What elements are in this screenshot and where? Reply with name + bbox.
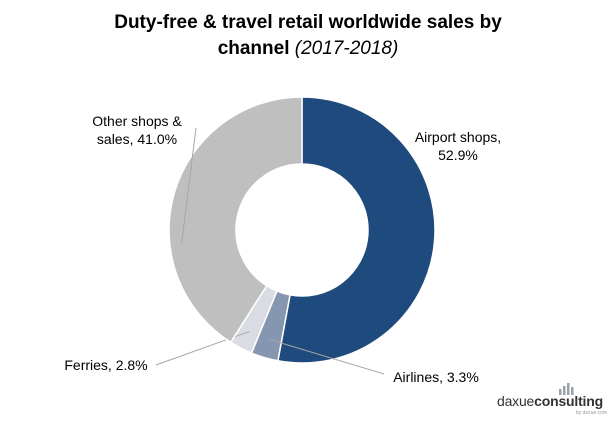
slice-label-line-1: Airport shops, [415, 129, 501, 145]
slice-label-line-1: Airlines, 3.3% [393, 369, 479, 385]
leader-line-ferries [155, 330, 250, 366]
donut-slice-airport-shops [277, 96, 436, 364]
slice-label-line-2: sales, 41.0% [97, 131, 177, 147]
logo-bars-icon [559, 383, 574, 395]
slice-label-airlines: Airlines, 3.3% [393, 369, 479, 385]
donut-slice-other-shops-sales [168, 96, 303, 344]
leader-line-airlines [269, 339, 385, 375]
logo-tagline: by daxue.com [575, 410, 607, 416]
chart-title-word: channel [217, 38, 290, 59]
slice-label-ferries: Ferries, 2.8% [64, 357, 147, 373]
logo-wordmark: daxueconsulting [497, 393, 603, 409]
slice-label-line-2: 52.9% [438, 147, 478, 163]
slice-label-line-1: Other shops & [92, 113, 182, 129]
slice-label-other-shops-sales: Other shops & sales, 41.0% [92, 113, 182, 147]
chart-title-line-1: Duty-free & travel retail worldwide sale… [114, 12, 502, 33]
logo-wordmark-regular: daxue [497, 393, 535, 409]
slice-label-airport-shops: Airport shops, 52.9% [415, 129, 501, 163]
logo-wordmark-bold: consulting [534, 393, 603, 409]
leader-line-other-shops-sales [181, 127, 197, 243]
chart-title-line-2: channel (2017-2018) [0, 38, 616, 60]
slice-label-line-1: Ferries, 2.8% [64, 357, 147, 373]
daxue-consulting-logo: daxueconsulting by daxue.com [497, 383, 613, 423]
chart-title-period: (2017-2018) [294, 38, 399, 59]
